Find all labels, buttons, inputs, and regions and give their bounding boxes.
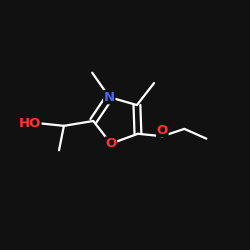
Text: O: O xyxy=(105,137,117,150)
Text: O: O xyxy=(157,124,168,136)
Text: HO: HO xyxy=(18,117,41,130)
Text: N: N xyxy=(104,91,115,104)
